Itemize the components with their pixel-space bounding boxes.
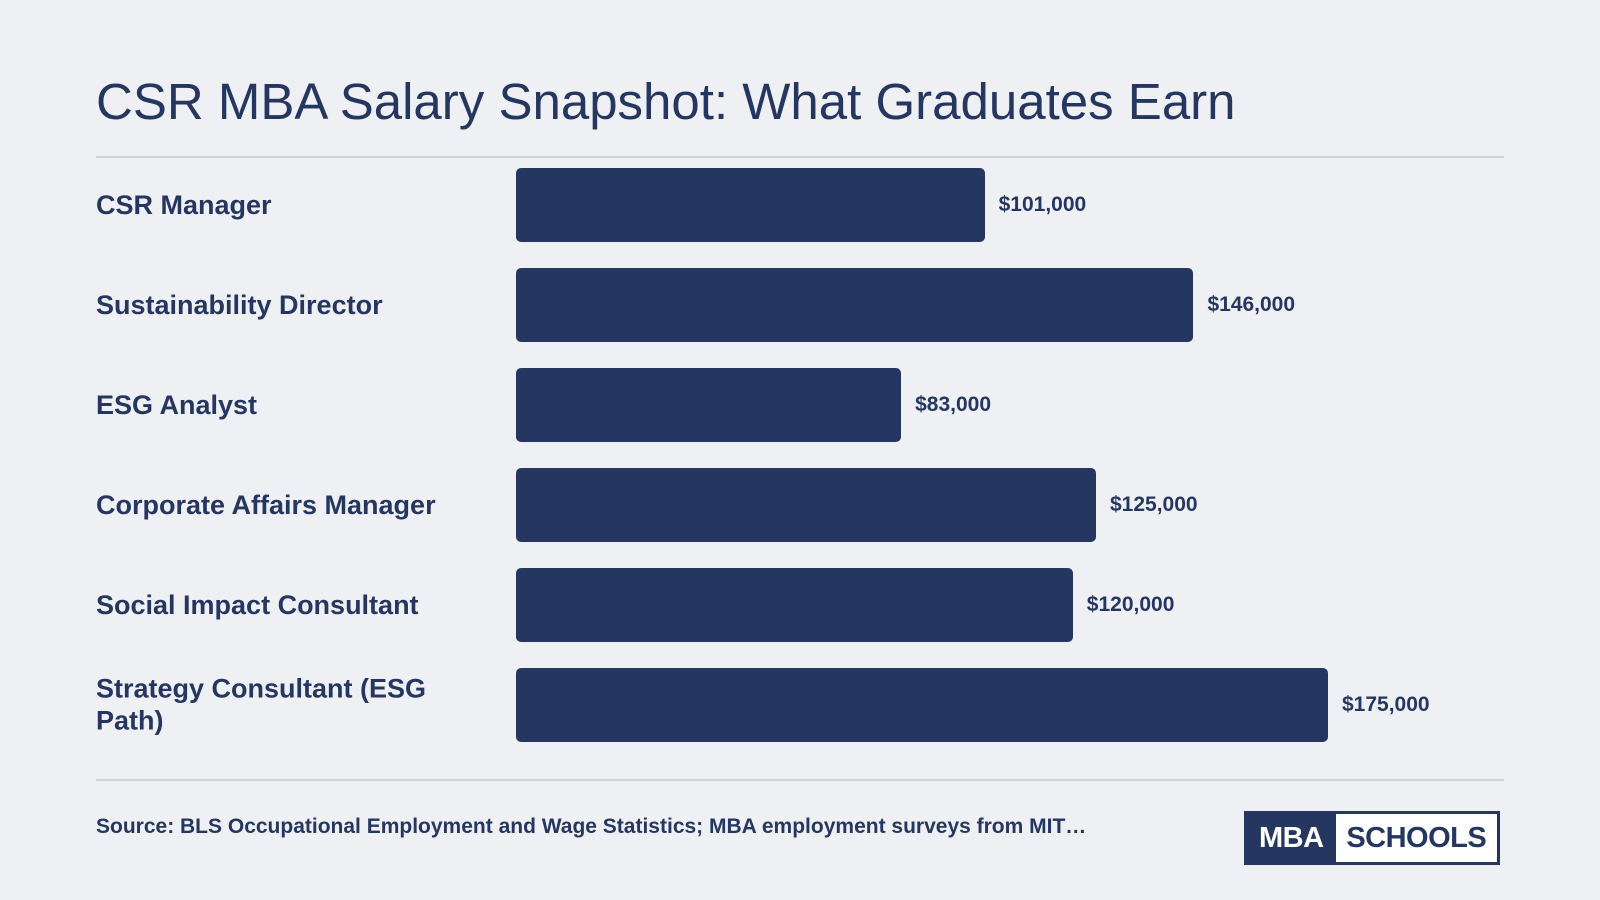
logo-schools-text: SCHOOLS xyxy=(1346,821,1487,854)
bar-row: Social Impact Consultant $120,000 xyxy=(96,568,1504,642)
bar xyxy=(516,368,902,442)
category-label: Corporate Affairs Manager xyxy=(96,489,436,520)
category-label: ESG Analyst xyxy=(96,389,258,420)
bottom-divider xyxy=(96,779,1504,781)
category-label: Social Impact Consultant xyxy=(96,589,419,620)
bar-row: Strategy Consultant (ESG Path) $175,000 xyxy=(96,668,1504,742)
value-label: $146,000 xyxy=(1207,293,1296,316)
value-label: $125,000 xyxy=(1110,493,1198,516)
bar-row: Sustainability Director $146,000 xyxy=(96,268,1504,342)
value-label: $83,000 xyxy=(915,393,992,416)
bar-row: ESG Analyst $83,000 xyxy=(96,368,1504,442)
mba-schools-logo: MBA SCHOOLS xyxy=(1244,811,1500,865)
category-label: CSR Manager xyxy=(96,189,272,220)
source-note: Source: BLS Occupational Employment and … xyxy=(96,815,1087,838)
category-label: Sustainability Director xyxy=(96,289,383,320)
bar xyxy=(516,668,1328,742)
category-label: Strategy Consultant (ESG Path) xyxy=(96,673,427,736)
bar xyxy=(516,168,985,242)
logo-mba-text: MBA xyxy=(1247,814,1336,862)
value-label: $120,000 xyxy=(1086,593,1175,616)
value-label: $101,000 xyxy=(998,193,1087,216)
top-divider xyxy=(96,156,1504,158)
chart-title: CSR MBA Salary Snapshot: What Graduates … xyxy=(96,73,1236,130)
bar-row: Corporate Affairs Manager $125,000 xyxy=(96,468,1504,542)
bar xyxy=(516,268,1194,342)
bar-row: CSR Manager $101,000 xyxy=(96,168,1504,242)
bar xyxy=(516,468,1096,542)
value-label: $175,000 xyxy=(1342,693,1430,716)
bar xyxy=(516,568,1073,642)
bar-chart: CSR Manager $101,000 Sustainability Direct… xyxy=(96,168,1504,772)
